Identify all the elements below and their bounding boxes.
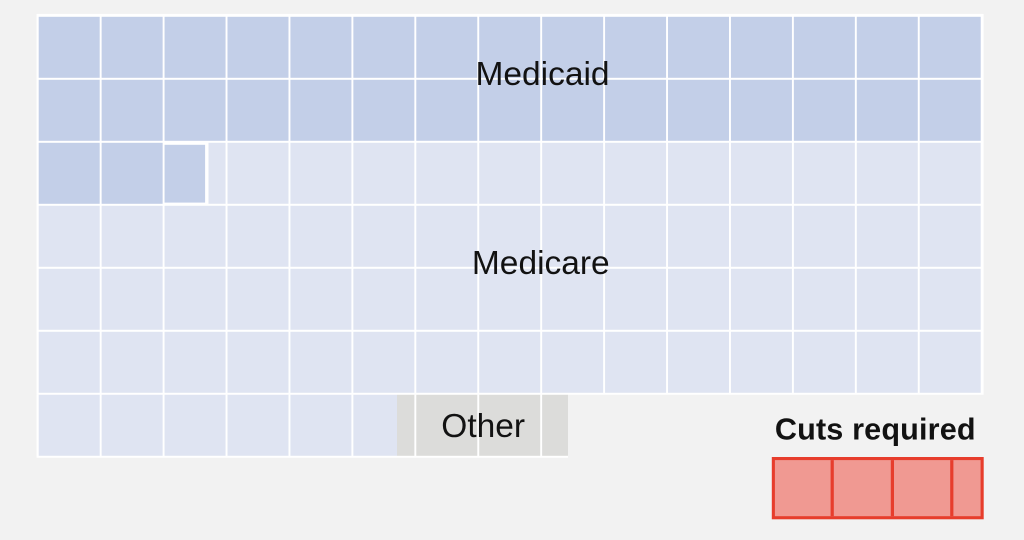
svg-text:Medicaid: Medicaid (475, 56, 609, 93)
svg-text:Medicare: Medicare (472, 245, 610, 282)
svg-text:Other: Other (441, 408, 525, 445)
svg-text:Cuts required: Cuts required (775, 413, 976, 447)
